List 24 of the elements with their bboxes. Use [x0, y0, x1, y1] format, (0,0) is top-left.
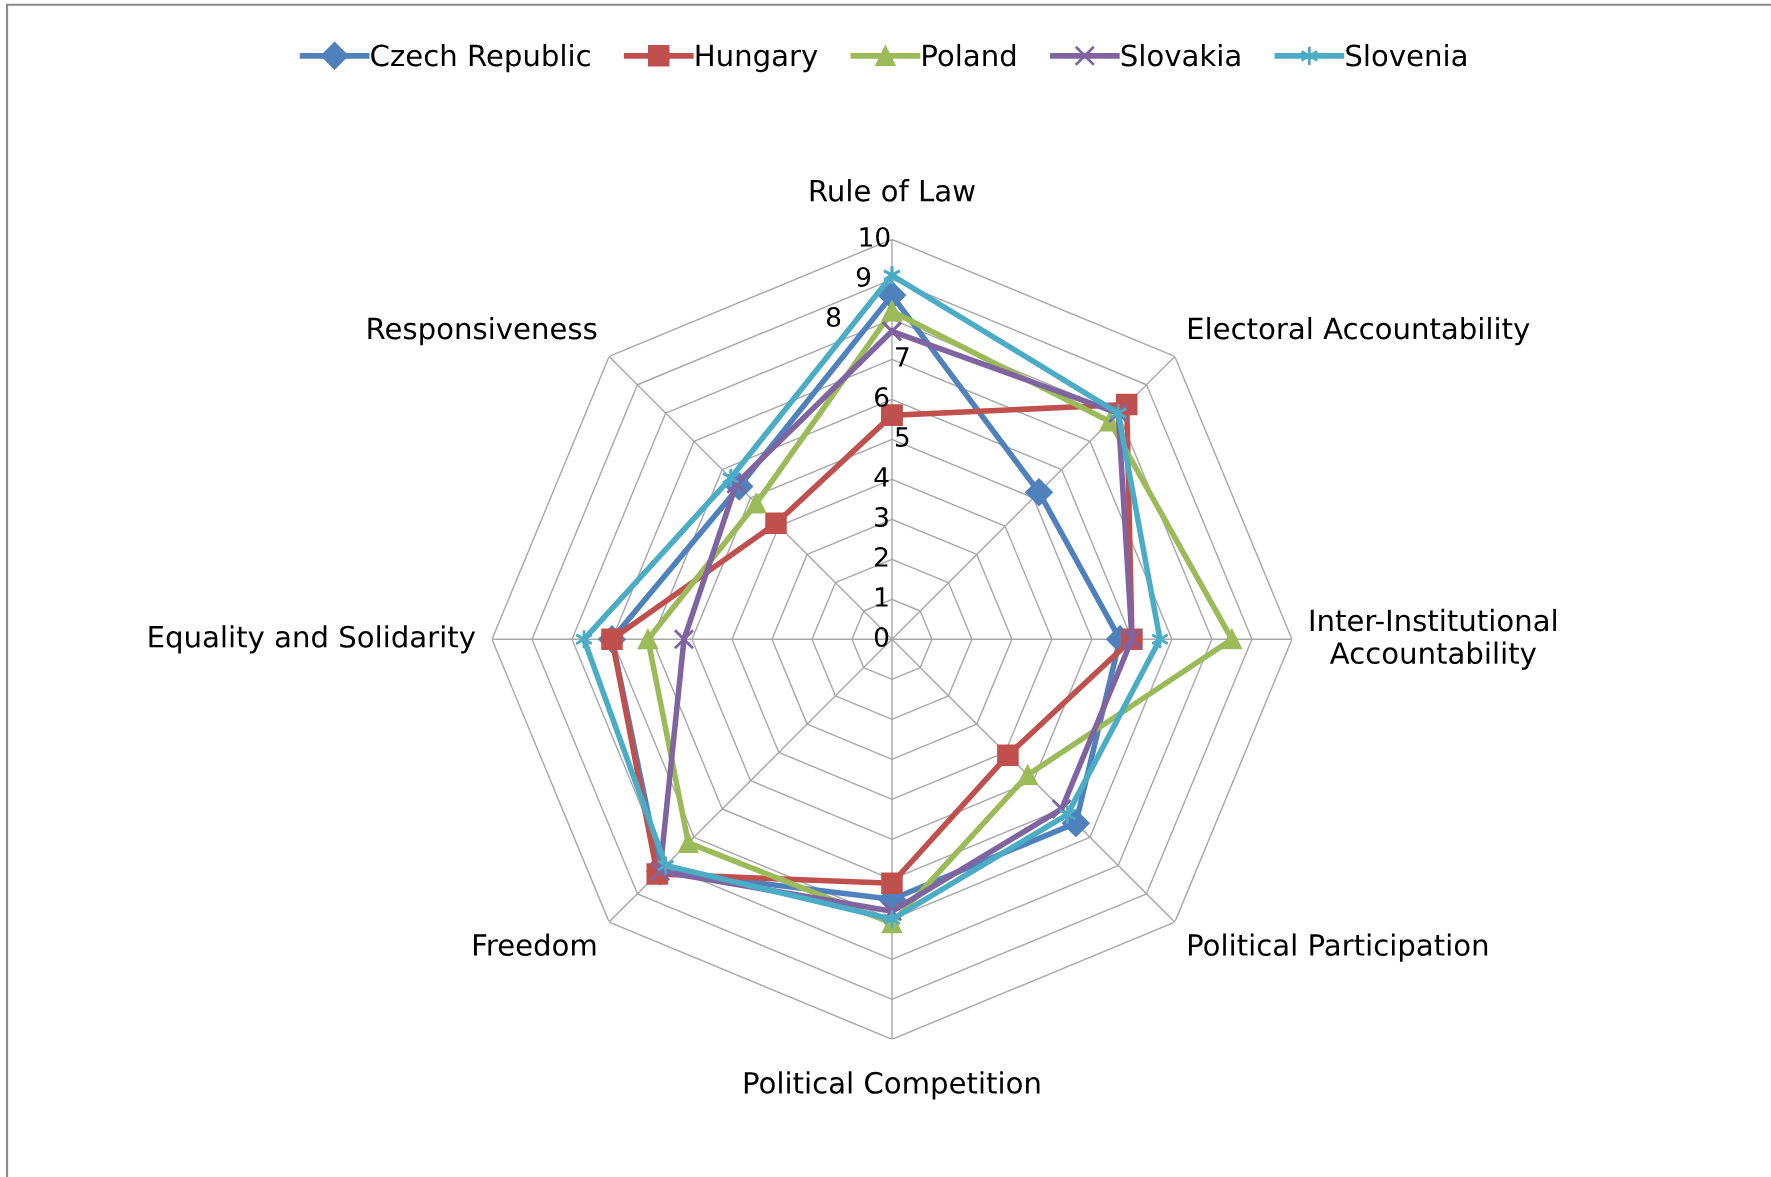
legend-label: Slovenia — [1346, 43, 1466, 67]
legend-label: Poland — [923, 43, 1016, 67]
y-tick-label: 1 — [876, 587, 888, 607]
spoke-label: Equality and Solidarity — [149, 625, 476, 654]
y-tick-label: 10 — [860, 227, 890, 247]
y-tick-label: 3 — [875, 506, 888, 527]
spoke-label: Electoral Accountability — [1188, 316, 1530, 346]
spoke-label: Freedom — [474, 933, 596, 957]
y-tick-label: 5 — [896, 427, 909, 447]
y-tick-label: 8 — [826, 307, 841, 327]
legend-label: Hungary — [696, 44, 818, 73]
legend-label: Slovakia — [1121, 43, 1240, 67]
spoke-label: Inter-Institutional Accountability — [1310, 608, 1556, 670]
y-tick-label: 9 — [856, 267, 871, 287]
y-tick-label: 2 — [875, 546, 888, 567]
legend-label: Czech Republic — [371, 43, 590, 73]
spoke-label: Political Competition — [744, 1071, 1040, 1100]
y-tick-label: 4 — [874, 467, 889, 487]
y-tick-label: 0 — [874, 626, 889, 647]
spoke-label: Rule of Law — [810, 179, 975, 202]
y-tick-label: 7 — [896, 347, 909, 367]
spoke-label: Responsiveness — [368, 316, 597, 346]
spoke-label: Political Participation — [1188, 933, 1488, 962]
y-tick-label: 6 — [875, 387, 889, 407]
